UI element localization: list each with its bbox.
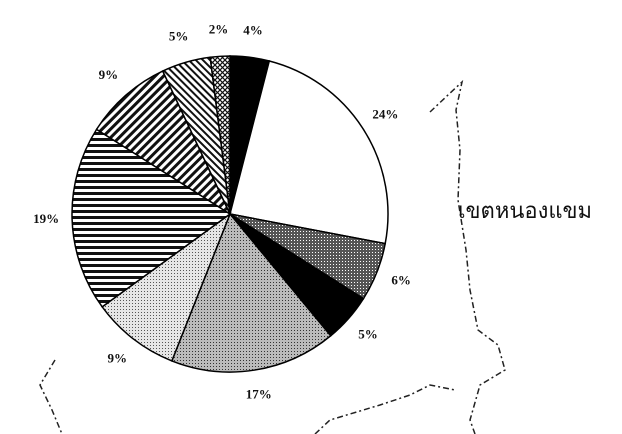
data-label: 17% xyxy=(246,387,272,402)
pie-slice xyxy=(71,128,232,308)
data-label: 9% xyxy=(107,350,127,365)
map-outline xyxy=(39,359,63,434)
pie-slice xyxy=(95,70,232,217)
annotation: เขตหนองแขม xyxy=(458,199,592,224)
pie-slice xyxy=(209,55,231,215)
pie-slice xyxy=(101,211,232,362)
data-label: 9% xyxy=(99,67,119,82)
data-label: 5% xyxy=(358,327,378,342)
data-label: 4% xyxy=(243,22,263,37)
pie-slice xyxy=(229,60,389,245)
data-label: 6% xyxy=(391,273,411,288)
pie-slice xyxy=(170,212,332,373)
map-outline xyxy=(429,79,506,434)
data-label: 5% xyxy=(169,28,189,43)
data-label: 19% xyxy=(33,211,59,226)
data-label: 24% xyxy=(372,106,398,121)
data-label: 2% xyxy=(209,21,229,36)
map-outline xyxy=(314,384,456,434)
